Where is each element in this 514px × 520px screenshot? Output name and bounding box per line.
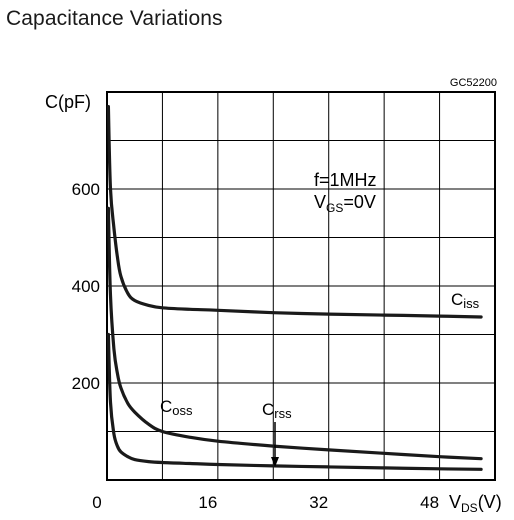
y-tick-label: 400 <box>72 277 100 296</box>
series-label-ciss-sub: iss <box>463 296 479 311</box>
series-label-crss: Crss <box>262 400 292 421</box>
series-line-coss <box>106 206 483 461</box>
series-label-ciss-main: C <box>451 290 463 309</box>
frequency-condition: f=1MHz <box>314 170 377 190</box>
series-line-ciss <box>106 105 483 319</box>
y-axis-label: C(pF) <box>45 92 91 112</box>
series-label-coss-sub: oss <box>172 403 193 418</box>
x-tick-label: 48 <box>420 493 439 512</box>
page-title: Capacitance Variations <box>6 7 223 30</box>
x-tick-label: 16 <box>198 493 217 512</box>
tick-labels: 0 16 32 48 200 400 600 <box>72 180 439 512</box>
series-label-coss: Coss <box>160 397 193 418</box>
x-axis-label: VDS(V) <box>449 492 502 515</box>
y-tick-label: 600 <box>72 180 100 199</box>
series-group <box>106 105 483 471</box>
vgs-condition: VGS=0V <box>314 192 376 215</box>
x-tick-label: 32 <box>309 493 328 512</box>
x-axis-label-unit: (V) <box>478 492 502 512</box>
figure-code: GC52200 <box>450 77 497 89</box>
crss-pointer-arrowhead <box>271 457 279 467</box>
series-label-crss-main: C <box>262 400 274 419</box>
vgs-value: =0V <box>343 192 376 212</box>
series-line-crss <box>106 332 483 471</box>
series-label-crss-sub: rss <box>274 406 292 421</box>
x-tick-label: 0 <box>92 493 101 512</box>
grid <box>106 91 496 481</box>
y-tick-label: 200 <box>72 374 100 393</box>
x-axis-label-main: V <box>449 492 461 512</box>
series-label-coss-main: C <box>160 397 172 416</box>
plot-frame <box>106 91 496 481</box>
x-axis-label-subscript: DS <box>461 501 478 515</box>
vgs-subscript: GS <box>326 201 343 215</box>
vgs-main: V <box>314 192 326 212</box>
series-label-ciss: Ciss <box>451 290 480 311</box>
